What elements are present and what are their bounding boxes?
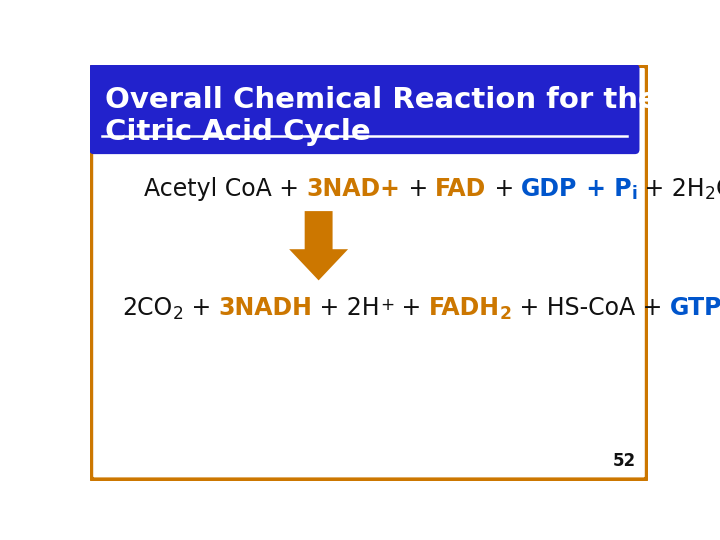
Polygon shape: [289, 211, 348, 280]
Text: + 2H: + 2H: [637, 177, 705, 201]
Text: 3NAD+: 3NAD+: [307, 177, 400, 201]
Text: 2CO: 2CO: [122, 296, 173, 320]
Text: + P: + P: [577, 177, 631, 201]
Text: O: O: [716, 177, 720, 201]
Text: FAD: FAD: [436, 177, 487, 201]
Text: Overall Chemical Reaction for the: Overall Chemical Reaction for the: [104, 85, 657, 113]
Text: GDP: GDP: [521, 177, 577, 201]
Text: 2: 2: [500, 305, 512, 323]
Text: 2: 2: [173, 305, 184, 323]
Text: 2: 2: [705, 185, 716, 204]
Text: 3NADH: 3NADH: [218, 296, 312, 320]
FancyBboxPatch shape: [91, 65, 647, 480]
Text: + HS-CoA +: + HS-CoA +: [512, 296, 670, 320]
Text: FADH: FADH: [429, 296, 500, 320]
Text: +: +: [487, 177, 521, 201]
Text: Acetyl CoA +: Acetyl CoA +: [144, 177, 307, 201]
FancyBboxPatch shape: [89, 64, 639, 154]
Text: i: i: [631, 185, 637, 204]
Text: +: +: [380, 296, 394, 314]
Text: + 2H: + 2H: [312, 296, 380, 320]
Text: 52: 52: [613, 452, 636, 470]
Text: +: +: [394, 296, 429, 320]
Text: +: +: [400, 177, 436, 201]
Text: Citric Acid Cycle: Citric Acid Cycle: [104, 118, 370, 146]
Text: +: +: [184, 296, 218, 320]
Text: GTP: GTP: [670, 296, 720, 320]
